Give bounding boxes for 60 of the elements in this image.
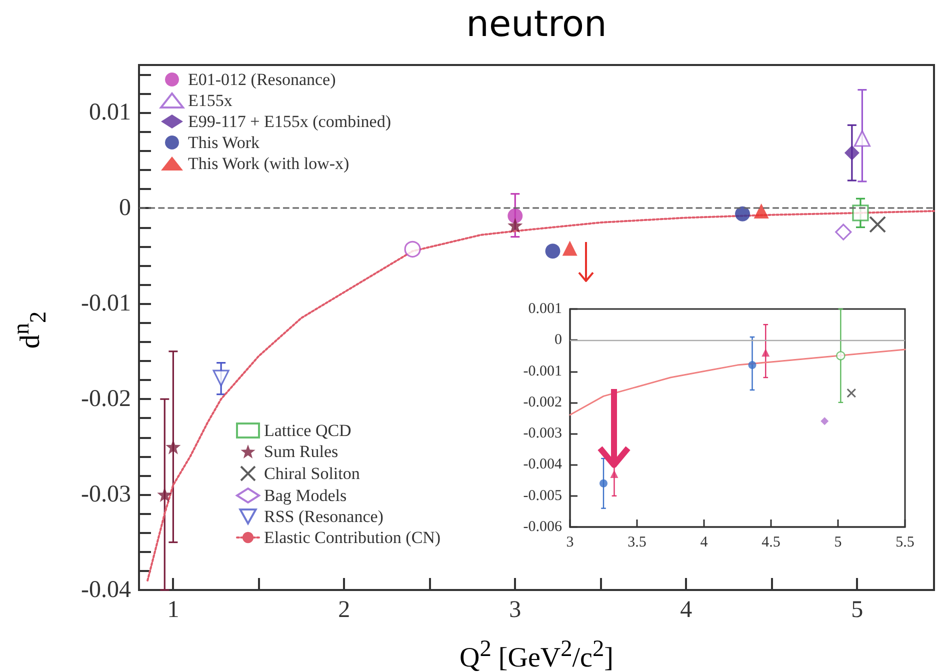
point	[735, 206, 750, 222]
y-tick-label: 0.01	[89, 100, 131, 126]
legend-label: Chiral Soliton	[264, 464, 360, 483]
point	[852, 204, 869, 222]
point	[600, 479, 608, 488]
point	[748, 361, 756, 370]
y-tick-label: -0.002	[523, 394, 562, 410]
x-tick-label: 4.5	[762, 534, 780, 550]
chart-title: neutron	[465, 4, 608, 45]
legend-label: This Work	[188, 133, 260, 152]
y-tick-label: -0.03	[81, 482, 131, 508]
x-tick-label: 5.5	[896, 534, 914, 550]
legend-label: Sum Rules	[264, 442, 338, 461]
x-tick-label: 1	[167, 597, 180, 623]
point	[854, 130, 870, 147]
line-series	[569, 348, 906, 416]
x-tick-label: 3	[566, 534, 574, 550]
y-tick-label: 0.001	[528, 301, 562, 317]
x-axis-title: Q$^{2}$ [GeV$^{2}$/c$^{2}$]	[458, 636, 614, 672]
legend-label: This Work (with low-x)	[188, 154, 350, 173]
legend-label: RSS (Resonance)	[264, 507, 384, 526]
point	[508, 208, 523, 224]
point	[762, 348, 770, 357]
point	[836, 351, 846, 360]
point	[562, 240, 578, 256]
point	[846, 388, 856, 398]
y-tick-label: -0.04	[81, 577, 131, 603]
y-tick-label: 0	[119, 195, 131, 222]
legend-label: Bag Models	[264, 486, 347, 505]
legend-label: Lattice QCD	[264, 421, 352, 440]
legend-label: E155x	[188, 91, 233, 110]
y-tick-label: -0.004	[523, 456, 562, 473]
point	[844, 145, 860, 160]
point	[404, 240, 421, 258]
x-tick-label: 3.5	[628, 534, 646, 550]
x-tick-label: 4	[680, 597, 692, 623]
x-tick-label: 5	[851, 597, 864, 623]
y-tick-label: -0.02	[81, 386, 131, 412]
point	[157, 487, 172, 502]
y-tick-label: -0.001	[523, 363, 562, 380]
point	[835, 224, 852, 240]
x-tick-label: 3	[509, 597, 522, 623]
y-tick-label: -0.01	[81, 290, 131, 317]
y-tick-label: 0	[554, 332, 562, 348]
y-tick-label: -0.003	[523, 426, 562, 442]
point	[820, 417, 829, 426]
legend-label: Elastic Contribution (CN)	[264, 528, 441, 547]
x-tick-label: 4	[700, 534, 708, 550]
x-tick-label: 2	[338, 597, 350, 623]
legend-label: E01-012 (Resonance)	[188, 70, 336, 89]
legend-label: E99-117 + E155x (combined)	[188, 112, 391, 131]
y-tick-label: -0.005	[523, 488, 562, 504]
point	[610, 470, 618, 478]
point	[545, 244, 560, 259]
x-tick-label: 5	[834, 534, 842, 550]
point	[754, 204, 769, 219]
point	[508, 218, 523, 233]
point	[869, 216, 886, 233]
point	[212, 370, 230, 386]
y-tick-label: -0.006	[523, 519, 562, 535]
